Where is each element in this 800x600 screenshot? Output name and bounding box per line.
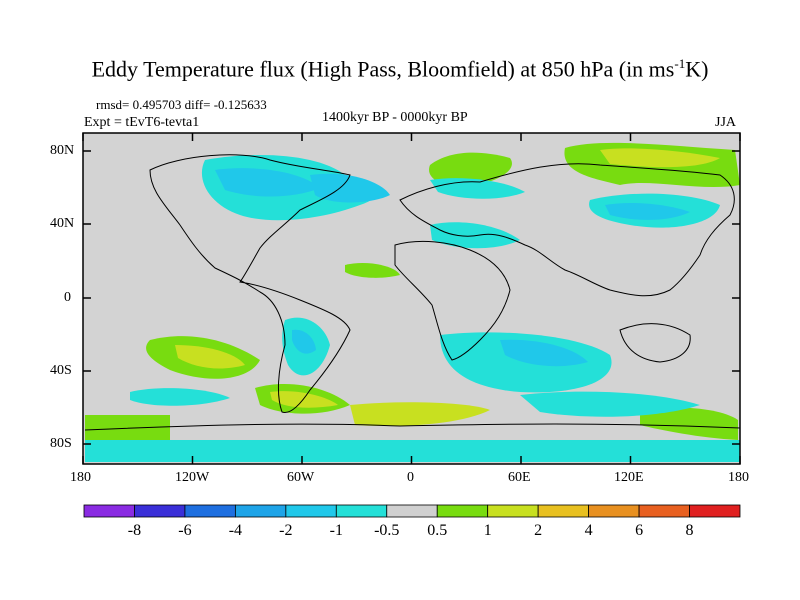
colorbar-label: -4 [228,522,243,539]
season-text: JJA [715,115,737,130]
positive-patch [345,263,400,278]
colorbar-label: -6 [178,522,192,539]
anomaly-fields [85,142,740,462]
colorbar-label: 1 [483,522,492,539]
colorbar-label: 6 [635,522,644,539]
positive-patch [600,148,720,168]
positive-patch [270,391,338,408]
negative-patch [310,173,390,203]
antarctica-coast [84,423,741,431]
figure-title: Eddy Temperature flux (High Pass, Bloomf… [0,56,800,82]
title-main: Eddy Temperature flux (High Pass, Bloomf… [91,56,675,82]
colorbar-box [588,504,640,518]
positive-patch [175,345,245,369]
period-text: 1400kyr BP - 0000kyr BP [322,110,468,125]
colorbar-label: -2 [279,522,293,539]
colorbar-box [134,504,186,518]
colorbar-box [689,504,741,518]
colorbar-box [436,504,489,518]
africa-coast [394,240,511,361]
colorbar-box [386,504,438,518]
positive-patch [640,407,738,440]
axis-ticks [82,133,741,464]
colorbar-box [638,504,690,518]
stats-text: rmsd= 0.495703 diff= -0.125633 [96,97,267,112]
lat-label-0: 0 [64,290,71,305]
colorbar-label: -0.5 [374,522,400,539]
lat-label-80s: 80S [50,436,72,451]
colorbar-label: 8 [685,522,694,539]
lon-label-120e: 120E [614,470,644,485]
negative-patch [520,391,700,417]
negative-patch [130,388,230,406]
colorbar-box [335,504,388,518]
negative-patch [605,202,690,220]
colorbar-label: -8 [127,522,142,539]
lon-label-120w: 120W [175,470,210,485]
title-unit-end: K) [685,56,709,82]
negative-patch [215,168,320,197]
colorbar [83,504,741,518]
lon-label-0: 0 [407,470,414,485]
coastlines [84,154,741,431]
lon-label-60e: 60E [508,470,531,485]
americas-coast [149,154,351,414]
positive-patch [85,415,170,445]
negative-patch [500,339,588,367]
negative-patch [430,222,520,249]
lon-label-180w: 180 [70,470,91,485]
lon-label-180e: 180 [728,470,749,485]
colorbar-label: 2 [534,522,543,539]
lat-label-40n: 40N [50,216,75,231]
experiment-text: Expt = tEvT6-tevta1 [84,115,200,130]
negative-patch [292,329,316,354]
colorbar-box [285,504,337,518]
negative-patch [85,440,740,462]
lon-label-60w: 60W [287,470,315,485]
colorbar-box [537,504,590,518]
colorbar-box [83,504,135,518]
colorbar-label: -1 [329,522,343,539]
colorbar-label: 4 [584,522,593,539]
lat-label-80n: 80N [50,143,75,158]
positive-patch [350,402,490,427]
australia-coast [619,323,691,363]
colorbar-box [234,504,287,518]
colorbar-label: 0.5 [427,522,448,539]
colorbar-box [184,504,236,518]
eurasia-coast [399,163,735,297]
lat-label-40s: 40S [50,363,72,378]
colorbar-box [487,504,539,518]
title-unit-exponent: -1 [674,56,686,71]
